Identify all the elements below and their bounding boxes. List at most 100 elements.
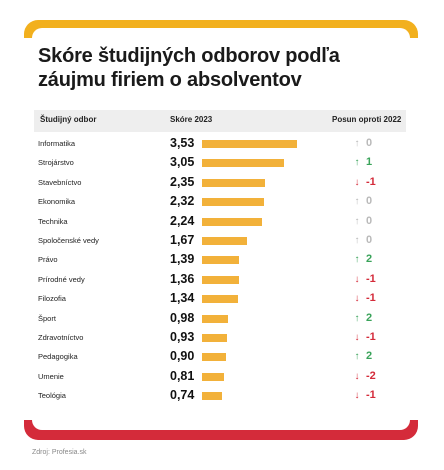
change-value: 1 <box>366 156 373 169</box>
header-field: Študijný odbor <box>40 115 97 124</box>
field-name: Spoločenské vedy <box>38 235 99 245</box>
header-score: Skóre 2023 <box>170 115 213 124</box>
table-row: Filozofia 1,34 ↓ -1 <box>34 289 406 308</box>
arrow-down-icon: ↓ <box>354 176 360 188</box>
field-name: Technika <box>38 216 68 226</box>
field-name: Pedagogika <box>38 352 78 362</box>
arrow-down-icon: ↓ <box>354 273 360 285</box>
change-cell: ↑ 2 <box>352 312 402 326</box>
bottom-accent-inner <box>32 410 410 430</box>
score-bar <box>202 178 266 187</box>
score-label: 2,24 <box>170 213 195 228</box>
header-change: Posun oproti 2022 <box>332 115 402 124</box>
change-value: -2 <box>366 369 376 382</box>
score-label: 0,90 <box>170 349 195 364</box>
table-row: Umenie 0,81 ↓ -2 <box>34 367 406 386</box>
score-bar <box>202 333 228 342</box>
table-row: Stavebníctvo 2,35 ↓ -1 <box>34 173 406 192</box>
change-value: 2 <box>366 350 373 363</box>
arrow-down-icon: ↓ <box>354 331 360 343</box>
change-cell: ↑ 2 <box>352 350 402 364</box>
score-bar <box>202 295 239 304</box>
table-row: Teológia 0,74 ↓ -1 <box>34 386 406 405</box>
score-label: 2,35 <box>170 174 195 189</box>
change-cell: ↑ 0 <box>352 137 402 151</box>
chart-title: Skóre študijných odborov podľa záujmu fi… <box>38 45 340 91</box>
arrow-up-icon: ↑ <box>354 351 360 363</box>
field-name: Stavebníctvo <box>38 177 82 187</box>
score-label: 3,53 <box>170 136 195 150</box>
table-row: Právo 1,39 ↑ 2 <box>34 250 406 269</box>
field-name: Prírodné vedy <box>38 274 85 284</box>
change-cell: ↓ -2 <box>352 370 402 384</box>
arrow-down-icon: ↓ <box>354 293 360 305</box>
arrow-up-icon: ↑ <box>354 234 360 246</box>
score-label: 2,32 <box>170 194 195 209</box>
table-header: Študijný odbor Skóre 2023 Posun oproti 2… <box>34 110 406 132</box>
change-value: -1 <box>366 175 376 188</box>
score-label: 1,67 <box>170 232 195 247</box>
arrow-down-icon: ↓ <box>354 390 360 402</box>
field-name: Strojárstvo <box>38 158 74 168</box>
score-bar <box>202 198 265 207</box>
table-row: Strojárstvo 3,05 ↑ 1 <box>34 153 406 172</box>
change-value: 0 <box>366 214 373 227</box>
field-name: Umenie <box>38 371 64 381</box>
change-value: -1 <box>366 330 376 343</box>
arrow-up-icon: ↑ <box>354 196 360 208</box>
arrow-up-icon: ↑ <box>354 254 360 266</box>
field-name: Informatika <box>38 139 76 148</box>
field-name: Šport <box>38 313 56 323</box>
field-name: Ekonomika <box>38 197 76 207</box>
score-label: 1,39 <box>170 252 195 267</box>
table-row: Pedagogika 0,90 ↑ 2 <box>34 347 406 366</box>
change-cell: ↓ -1 <box>352 176 402 190</box>
change-value: 2 <box>366 253 373 266</box>
score-bar <box>202 140 297 148</box>
table-row: Šport 0,98 ↑ 2 <box>34 309 406 328</box>
score-label: 0,74 <box>170 388 195 403</box>
source-note: Zdroj: Profesia.sk <box>32 449 87 456</box>
field-name: Filozofia <box>38 294 66 304</box>
arrow-down-icon: ↓ <box>354 370 360 382</box>
change-value: 2 <box>366 311 373 324</box>
table-row: Informatika 3,53 ↑ 0 <box>34 134 406 153</box>
change-cell: ↓ -1 <box>352 389 402 403</box>
change-cell: ↑ 0 <box>352 195 402 209</box>
change-value: -1 <box>366 292 376 305</box>
field-name: Zdravotníctvo <box>38 332 84 342</box>
score-bar <box>202 314 229 323</box>
score-label: 0,93 <box>170 329 195 344</box>
score-label: 1,34 <box>170 291 195 306</box>
change-cell: ↑ 2 <box>352 253 402 267</box>
field-name: Teológia <box>38 391 66 401</box>
score-label: 3,05 <box>170 155 195 170</box>
field-name: Právo <box>38 255 58 265</box>
change-cell: ↑ 0 <box>352 234 402 248</box>
arrow-up-icon: ↑ <box>354 312 360 324</box>
score-bar <box>202 275 239 284</box>
table-row: Ekonomika 2,32 ↑ 0 <box>34 192 406 211</box>
score-bar <box>202 372 224 381</box>
change-cell: ↓ -1 <box>352 331 402 345</box>
change-cell: ↑ 0 <box>352 215 402 229</box>
change-value: 0 <box>366 233 373 246</box>
score-label: 1,36 <box>170 271 195 286</box>
score-label: 0,81 <box>170 368 195 383</box>
score-bar <box>202 236 247 245</box>
score-bar <box>202 159 285 168</box>
change-cell: ↓ -1 <box>352 273 402 287</box>
table-body: Informatika 3,53 ↑ 0 Strojárstvo 3,05 ↑ 1 Staveb… <box>34 134 406 405</box>
score-bar <box>202 217 263 226</box>
score-label: 0,98 <box>170 310 195 325</box>
score-bar <box>202 392 222 401</box>
score-bar <box>202 256 240 265</box>
table-row: Spoločenské vedy 1,67 ↑ 0 <box>34 231 406 250</box>
top-accent-inner <box>32 28 410 48</box>
change-value: 0 <box>366 195 373 208</box>
arrow-up-icon: ↑ <box>354 157 360 169</box>
change-value: -1 <box>366 272 376 285</box>
arrow-up-icon: ↑ <box>354 138 360 149</box>
table-row: Technika 2,24 ↑ 0 <box>34 212 406 231</box>
table-row: Zdravotníctvo 0,93 ↓ -1 <box>34 328 406 347</box>
